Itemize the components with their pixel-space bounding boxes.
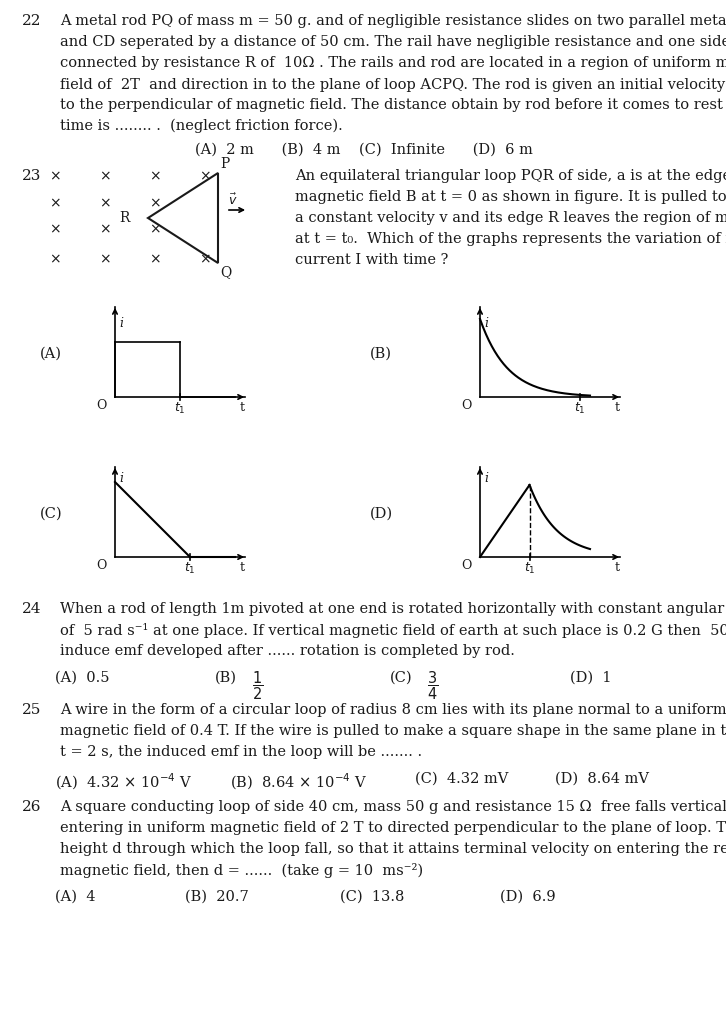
Text: 25: 25 xyxy=(22,703,41,717)
Text: ×: × xyxy=(149,222,161,236)
Text: O: O xyxy=(97,399,107,412)
Text: ×: × xyxy=(99,169,111,183)
Text: a constant velocity v and its edge R leaves the region of magnetic field: a constant velocity v and its edge R lea… xyxy=(295,211,726,225)
Text: induce emf developed after ...... rotation is completed by rod.: induce emf developed after ...... rotati… xyxy=(60,644,515,658)
Text: (C): (C) xyxy=(40,507,62,521)
Text: $\dfrac{1}{2}$: $\dfrac{1}{2}$ xyxy=(252,669,264,701)
Text: (A)  0.5: (A) 0.5 xyxy=(55,671,110,685)
Text: magnetic field, then d = ......  (take g = 10  ms⁻²): magnetic field, then d = ...... (take g … xyxy=(60,863,423,878)
Text: (B)  8.64 $\times$ 10$^{-4}$ V: (B) 8.64 $\times$ 10$^{-4}$ V xyxy=(230,772,367,793)
Text: A wire in the form of a circular loop of radius 8 cm lies with its plane normal : A wire in the form of a circular loop of… xyxy=(60,703,726,717)
Text: ×: × xyxy=(99,252,111,266)
Text: 23: 23 xyxy=(22,169,41,183)
Text: (D)  6.9: (D) 6.9 xyxy=(500,890,555,904)
Text: 24: 24 xyxy=(22,602,41,616)
Text: i: i xyxy=(119,317,123,330)
Text: (D)  1: (D) 1 xyxy=(570,671,611,685)
Text: i: i xyxy=(484,472,488,485)
Text: ×: × xyxy=(49,252,61,266)
Text: ×: × xyxy=(49,222,61,236)
Text: ×: × xyxy=(49,196,61,210)
Text: t: t xyxy=(615,401,620,414)
Text: (C)  13.8: (C) 13.8 xyxy=(340,890,404,904)
Text: i: i xyxy=(484,317,488,330)
Text: $t_1$: $t_1$ xyxy=(523,561,535,577)
Text: (A)  2 m      (B)  4 m    (C)  Infinite      (D)  6 m: (A) 2 m (B) 4 m (C) Infinite (D) 6 m xyxy=(195,143,533,157)
Text: t = 2 s, the induced emf in the loop will be ....... .: t = 2 s, the induced emf in the loop wil… xyxy=(60,745,422,759)
Text: at t = t₀.  Which of the graphs represents the variation of induced: at t = t₀. Which of the graphs represent… xyxy=(295,232,726,246)
Text: ×: × xyxy=(49,169,61,183)
Text: ×: × xyxy=(199,169,211,183)
Text: (C)  4.32 mV: (C) 4.32 mV xyxy=(415,772,508,786)
Text: A square conducting loop of side 40 cm, mass 50 g and resistance 15 Ω  free fall: A square conducting loop of side 40 cm, … xyxy=(60,800,726,814)
Text: of  5 rad s⁻¹ at one place. If vertical magnetic field of earth at such place is: of 5 rad s⁻¹ at one place. If vertical m… xyxy=(60,623,726,638)
Text: and CD seperated by a distance of 50 cm. The rail have negligible resistance and: and CD seperated by a distance of 50 cm.… xyxy=(60,35,726,49)
Text: $\vec{v}$: $\vec{v}$ xyxy=(228,193,237,208)
Text: 26: 26 xyxy=(22,800,41,814)
Text: magnetic field of 0.4 T. If the wire is pulled to make a square shape in the sam: magnetic field of 0.4 T. If the wire is … xyxy=(60,724,726,738)
Text: (B)  20.7: (B) 20.7 xyxy=(185,890,249,904)
Text: O: O xyxy=(462,399,472,412)
Text: Q: Q xyxy=(220,265,232,279)
Text: (A): (A) xyxy=(40,347,62,361)
Text: When a rod of length 1m pivoted at one end is rotated horizontally with constant: When a rod of length 1m pivoted at one e… xyxy=(60,602,726,616)
Text: connected by resistance R of  10Ω . The rails and rod are located in a region of: connected by resistance R of 10Ω . The r… xyxy=(60,56,726,70)
Text: ×: × xyxy=(199,252,211,266)
Text: An equilateral triangular loop PQR of side, a is at the edge of a uniform: An equilateral triangular loop PQR of si… xyxy=(295,169,726,183)
Text: $t_1$: $t_1$ xyxy=(184,561,196,577)
Text: time is ........ .  (neglect friction force).: time is ........ . (neglect friction for… xyxy=(60,119,343,133)
Text: entering in uniform magnetic field of 2 T to directed perpendicular to the plane: entering in uniform magnetic field of 2 … xyxy=(60,821,726,835)
Text: (A)  4.32 $\times$ 10$^{-4}$ V: (A) 4.32 $\times$ 10$^{-4}$ V xyxy=(55,772,192,793)
Text: (B): (B) xyxy=(370,347,392,361)
Text: ×: × xyxy=(149,196,161,210)
Text: magnetic field B at t = 0 as shown in figure. It is pulled to the right with: magnetic field B at t = 0 as shown in fi… xyxy=(295,190,726,204)
Text: i: i xyxy=(119,472,123,485)
Text: 22: 22 xyxy=(22,14,41,28)
Text: t: t xyxy=(615,561,620,574)
Text: ×: × xyxy=(149,169,161,183)
Text: $t_1$: $t_1$ xyxy=(574,401,586,416)
Text: $t_1$: $t_1$ xyxy=(174,401,186,416)
Text: $\dfrac{3}{4}$: $\dfrac{3}{4}$ xyxy=(427,669,439,701)
Text: P: P xyxy=(220,157,229,171)
Text: to the perpendicular of magnetic field. The distance obtain by rod before it com: to the perpendicular of magnetic field. … xyxy=(60,98,726,112)
Text: O: O xyxy=(97,559,107,572)
Text: ×: × xyxy=(99,196,111,210)
Text: (B): (B) xyxy=(215,671,237,685)
Text: (A)  4: (A) 4 xyxy=(55,890,96,904)
Text: current I with time ?: current I with time ? xyxy=(295,253,449,267)
Text: t: t xyxy=(240,561,245,574)
Text: ×: × xyxy=(99,222,111,236)
Text: height d through which the loop fall, so that it attains terminal velocity on en: height d through which the loop fall, so… xyxy=(60,842,726,856)
Text: O: O xyxy=(462,559,472,572)
Text: (D): (D) xyxy=(370,507,393,521)
Text: field of  2T  and direction in to the plane of loop ACPQ. The rod is given an in: field of 2T and direction in to the plan… xyxy=(60,77,726,92)
Text: (D)  8.64 mV: (D) 8.64 mV xyxy=(555,772,649,786)
Text: (C): (C) xyxy=(390,671,412,685)
Text: A metal rod PQ of mass m = 50 g. and of negligible resistance slides on two para: A metal rod PQ of mass m = 50 g. and of … xyxy=(60,14,726,28)
Text: ×: × xyxy=(149,252,161,266)
Text: R: R xyxy=(120,211,130,225)
Text: t: t xyxy=(240,401,245,414)
